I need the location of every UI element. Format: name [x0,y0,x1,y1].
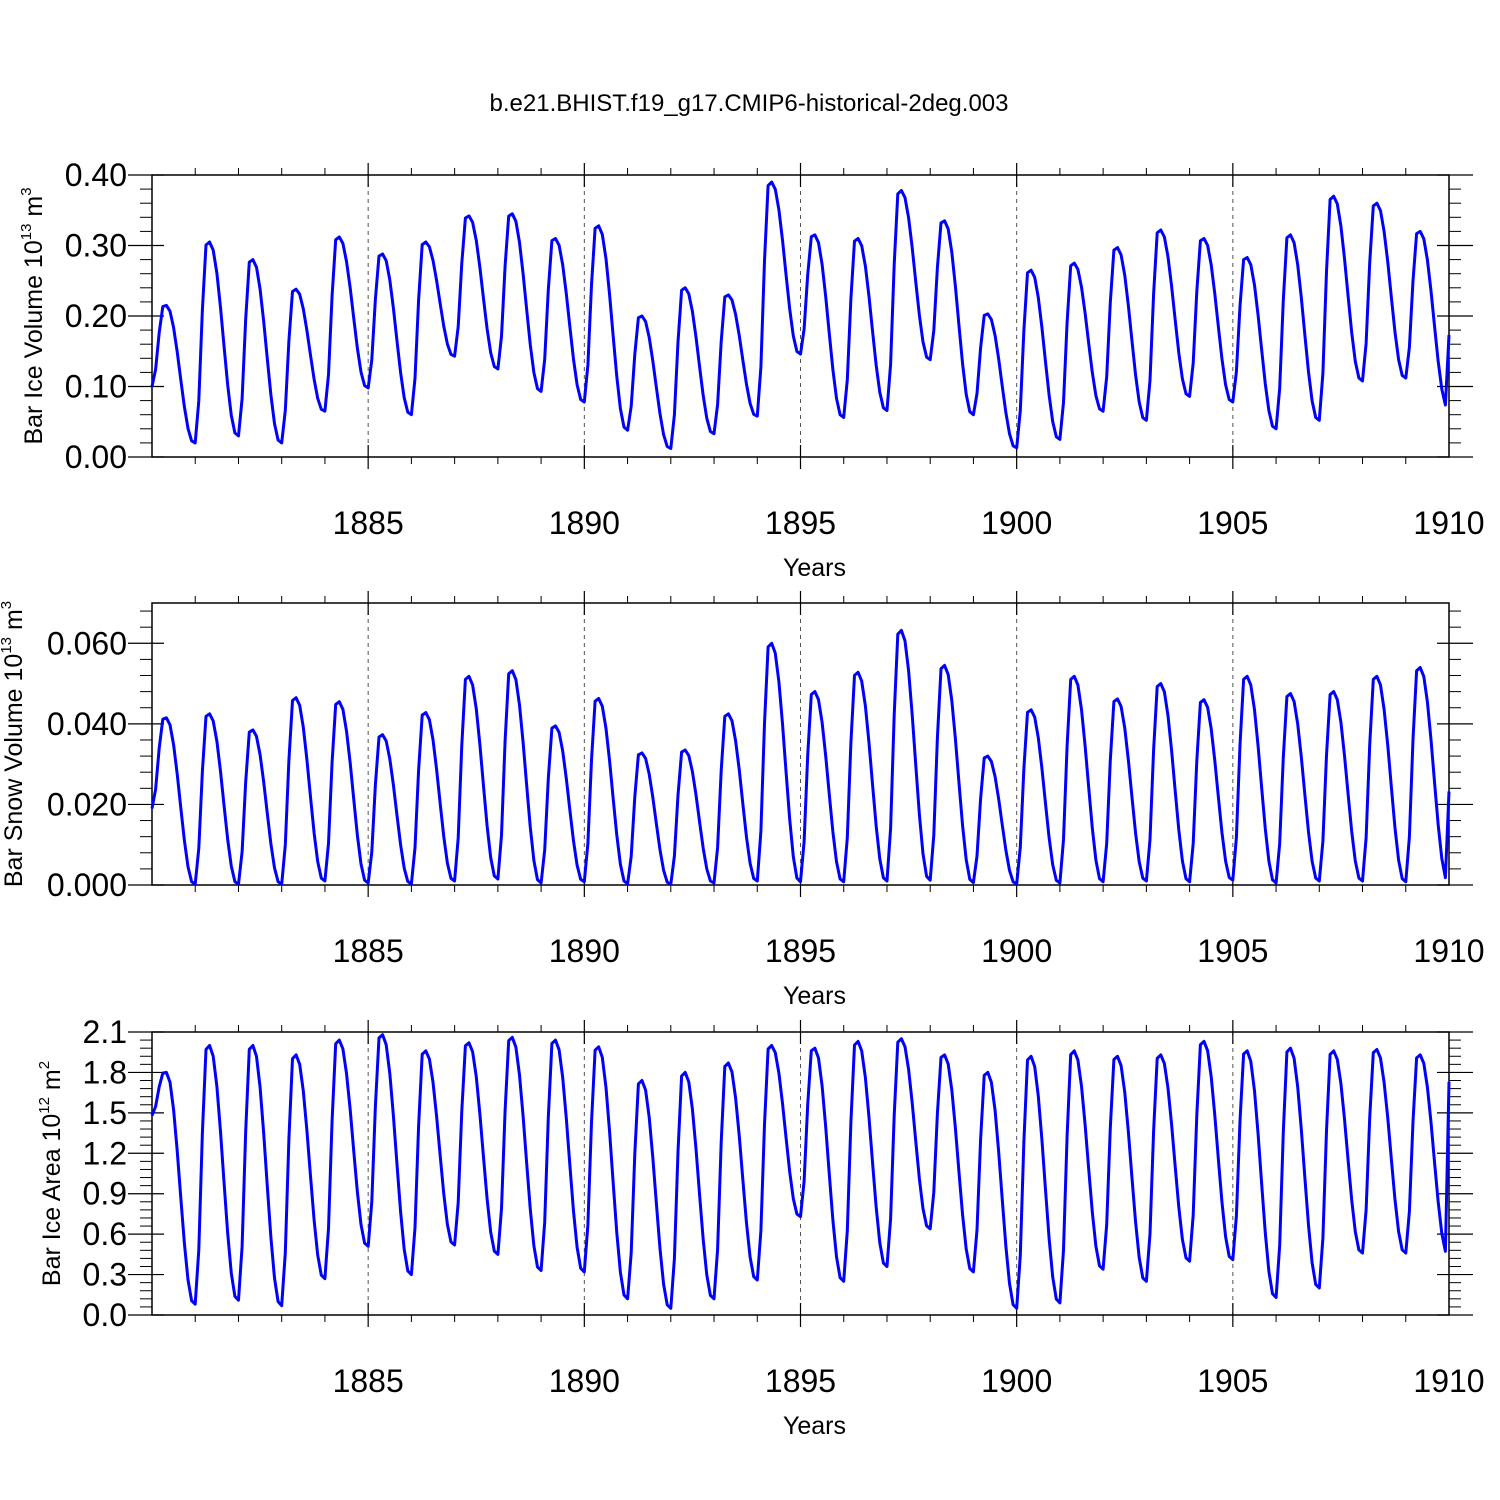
chart-panel-1: 1885 1890 1895 1900 1905 1910 Years 0.00 0.10 0.2… [18,157,1485,582]
x-tick-label: 1900 [981,505,1052,541]
x-tick-label: 1895 [765,1363,836,1399]
y-axis-label-unit-exponent: 3 [18,187,35,195]
chart-panel-2: 1885 1890 1895 1900 1905 1910 Years 0.000 0.020 0… [0,591,1485,1010]
y-axis-label-unit-exponent: 3 [0,601,15,609]
y-axis-label: Bar Ice Area 1012 m2 [36,1061,66,1286]
y-tick-label: 0.6 [83,1216,127,1252]
series-line [150,180,1451,450]
x-tick-label: 1900 [981,933,1052,969]
y-tick-label: 0.0 [83,1297,127,1333]
x-axis-label: Years [783,982,846,1010]
y-axis-label-unit: m [0,609,28,637]
y-tick-label: 0.040 [47,706,127,742]
y-tick-label: 0.20 [65,298,127,334]
y-tick-label: 0.020 [47,786,127,822]
y-tick-label: 0.060 [47,625,127,661]
y-tick-label: 0.9 [83,1176,127,1212]
x-tick-label: 1885 [333,933,404,969]
y-axis-label: Bar Snow Volume 1013 m3 [0,601,28,887]
y-tick-label: 0.000 [47,867,127,903]
x-axis-label: Years [783,554,846,582]
x-tick-label: 1905 [1197,933,1268,969]
y-tick-label: 0.3 [83,1257,127,1293]
x-tick-label: 1900 [981,1363,1052,1399]
y-tick-label: 2.1 [83,1014,127,1050]
x-axis-label: Years [783,1412,846,1440]
x-tick-label: 1890 [549,505,620,541]
x-tick-label: 1885 [333,1363,404,1399]
x-tick-label: 1885 [333,505,404,541]
y-axis-label-unit: m [20,196,48,224]
x-tick-label: 1890 [549,933,620,969]
x-tick-label: 1895 [765,933,836,969]
y-axis-label-text: Bar Ice Volume 10 [20,240,48,444]
series-line [150,628,1451,886]
figure-title: b.e21.BHIST.f19_g17.CMIP6-historical-2de… [490,90,1009,117]
y-axis-label-unit-exponent: 2 [36,1061,53,1069]
x-tick-label: 1910 [1413,1363,1484,1399]
y-axis-label-exponent: 13 [0,637,15,654]
y-axis-label-text: Bar Snow Volume 10 [0,654,28,887]
chart-panel-3: 1885 1890 1895 1900 1905 1910 Years 0.0 0.3 0.6 0.… [36,1014,1485,1440]
x-tick-label: 1905 [1197,505,1268,541]
y-axis-label-exponent: 13 [18,224,35,241]
x-tick-label: 1905 [1197,1363,1268,1399]
y-axis-label-text: Bar Ice Area 10 [38,1114,66,1286]
series-line [150,1033,1451,1310]
y-axis-label-exponent: 12 [36,1097,53,1114]
x-tick-label: 1910 [1413,505,1484,541]
y-tick-label: 0.40 [65,157,127,193]
x-tick-label: 1890 [549,1363,620,1399]
panels: 1885 1890 1895 1900 1905 1910 Years 0.00 0.10 0.2… [0,157,1485,1440]
y-tick-label: 1.2 [83,1135,127,1171]
y-axis-label: Bar Ice Volume 1013 m3 [18,187,48,444]
y-tick-label: 0.30 [65,228,127,264]
y-tick-label: 0.00 [65,439,127,475]
y-axis-label-unit: m [38,1069,66,1097]
y-tick-label: 1.8 [83,1054,127,1090]
x-tick-label: 1895 [765,505,836,541]
x-tick-label: 1910 [1413,933,1484,969]
y-tick-label: 0.10 [65,369,127,405]
y-tick-label: 1.5 [83,1095,127,1131]
